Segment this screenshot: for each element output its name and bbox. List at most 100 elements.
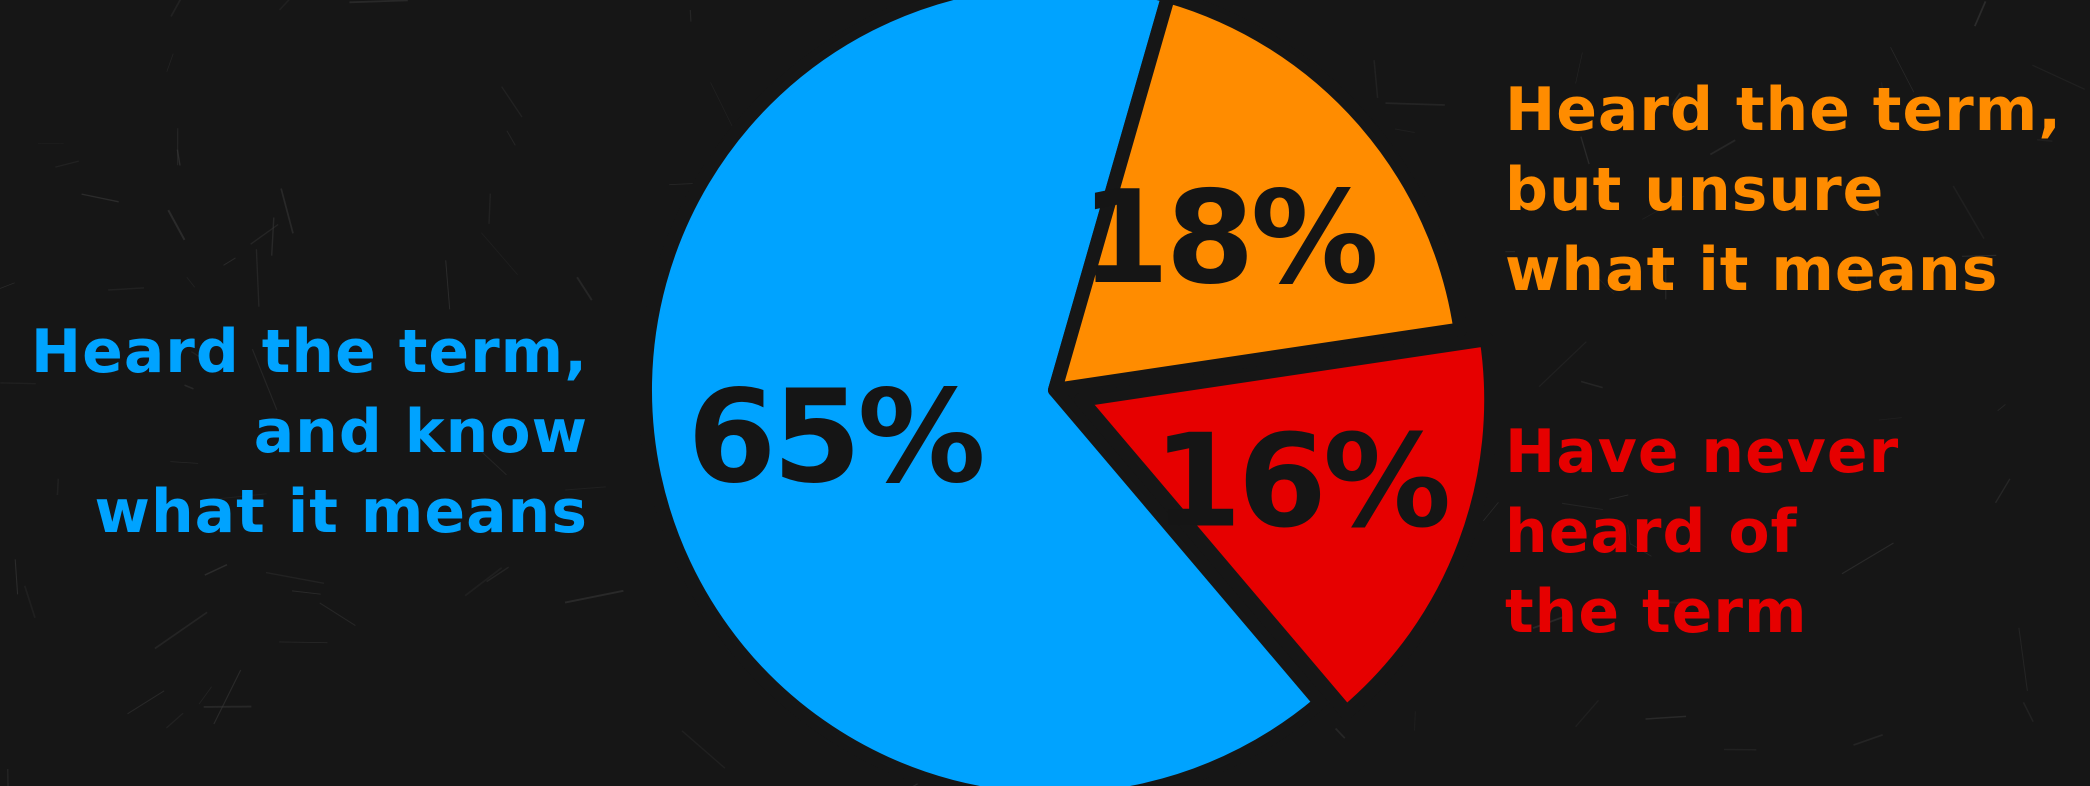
texture-scratch — [0, 282, 15, 289]
texture-scratch — [190, 351, 218, 369]
texture-scratch — [186, 276, 196, 288]
texture-scratch — [200, 493, 267, 502]
texture-scratch — [108, 287, 145, 291]
texture-scratch — [473, 444, 507, 476]
legend-entry-know-meaning: Heard the term, and know what it means — [31, 312, 588, 552]
texture-scratch — [170, 461, 199, 464]
texture-scratch — [1373, 60, 1379, 98]
pie-value-labels: 65% 18% 16% — [687, 164, 1452, 557]
legend-line: the term — [1505, 577, 1808, 647]
texture-scratch — [167, 209, 186, 241]
texture-scratch — [184, 384, 194, 390]
texture-scratch — [55, 160, 79, 168]
texture-scratch — [165, 712, 184, 729]
texture-scratch — [1890, 47, 1915, 93]
texture-scratch — [689, 9, 692, 22]
pie-slice — [1074, 332, 1499, 720]
legend-line: Heard the term, — [30, 317, 588, 387]
texture-scratch — [576, 276, 593, 301]
texture-scratch — [7, 768, 9, 786]
texture-scratch — [710, 82, 733, 127]
texture-scratch — [1627, 524, 1631, 545]
texture-scratch — [223, 257, 236, 266]
texture-scratch — [1595, 275, 1615, 295]
texture-scratch — [2036, 138, 2053, 143]
legend-line: Heard the term, — [1505, 75, 2063, 145]
texture-scratch — [0, 382, 36, 385]
texture-scratch — [1952, 185, 1985, 240]
pie-slice — [1048, 0, 1468, 397]
texture-scratch — [349, 0, 408, 4]
texture-scratch — [564, 589, 624, 604]
texture-scratch — [1580, 380, 1603, 389]
texture-scratch — [1856, 270, 1858, 294]
texture-scratch — [278, 0, 290, 11]
pie-value-label: 16% — [1153, 408, 1448, 557]
texture-scratch — [480, 232, 518, 275]
texture-scratch — [265, 571, 325, 584]
texture-scratch — [213, 669, 242, 725]
texture-scratch — [1482, 502, 1499, 522]
texture-scratch — [464, 567, 503, 597]
texture-scratch — [166, 53, 174, 72]
texture-scratch — [1878, 417, 1902, 421]
texture-scratch — [1630, 543, 1652, 557]
texture-scratch — [1334, 727, 1346, 739]
texture-scratch — [170, 0, 182, 17]
legend-entry-never-heard: Have never heard of the term — [1505, 412, 1899, 652]
texture-scratch — [319, 602, 356, 627]
pie-slices — [638, 0, 1499, 786]
texture-scratch — [1671, 92, 1682, 106]
texture-scratch — [1841, 542, 1894, 575]
texture-scratch — [501, 86, 523, 118]
texture-scratch — [1532, 614, 1570, 629]
texture-scratch — [1872, 207, 1880, 217]
texture-scratch — [56, 478, 60, 496]
texture-scratch — [486, 566, 509, 583]
texture-scratch — [1414, 711, 1416, 731]
texture-scratch — [154, 611, 208, 650]
legend-line: Have never — [1505, 417, 1900, 487]
texture-scratch — [1561, 502, 1603, 511]
texture-scratch — [176, 149, 181, 166]
texture-scratch — [1709, 139, 1736, 156]
texture-scratch — [1538, 341, 1587, 388]
legend-entry-unsure-meaning: Heard the term, but unsure what it means — [1505, 70, 2062, 310]
texture-scratch — [23, 585, 36, 619]
texture-scratch — [1394, 128, 1415, 134]
texture-scratch — [1575, 699, 1599, 728]
texture-scratch — [2032, 64, 2085, 90]
texture-scratch — [565, 486, 606, 491]
legend-line: heard of — [1505, 497, 1798, 567]
texture-scratch — [1642, 195, 1685, 220]
legend-line: what it means — [94, 477, 588, 547]
texture-scratch — [1580, 136, 1590, 165]
texture-scratch — [506, 130, 516, 146]
texture-scratch — [1853, 733, 1883, 746]
texture-scratch — [1880, 82, 1888, 115]
texture-scratch — [1664, 601, 1687, 605]
texture-scratch — [250, 223, 279, 245]
texture-scratch — [270, 217, 275, 256]
texture-scratch — [488, 193, 492, 224]
texture-scratch — [1997, 404, 2006, 412]
texture-scratch — [251, 348, 278, 411]
texture-scratch — [445, 260, 451, 310]
texture-scratch — [1994, 478, 2011, 504]
texture-scratch — [81, 193, 119, 203]
texture-scratch — [681, 730, 726, 769]
texture-scratch — [198, 686, 212, 705]
pie-slice — [638, 0, 1328, 786]
legend-line: what it means — [1505, 235, 1999, 305]
legend-line: but unsure — [1505, 155, 1885, 225]
texture-scratch — [1575, 52, 1583, 84]
texture-scratch — [2022, 701, 2034, 723]
texture-scratch — [1973, 1, 1987, 27]
pie-value-label: 18% — [1081, 164, 1376, 313]
texture-scratch — [1645, 715, 1687, 720]
pie-value-label: 65% — [687, 363, 982, 512]
texture-scratch — [2018, 627, 2028, 692]
texture-scratch — [127, 690, 165, 715]
